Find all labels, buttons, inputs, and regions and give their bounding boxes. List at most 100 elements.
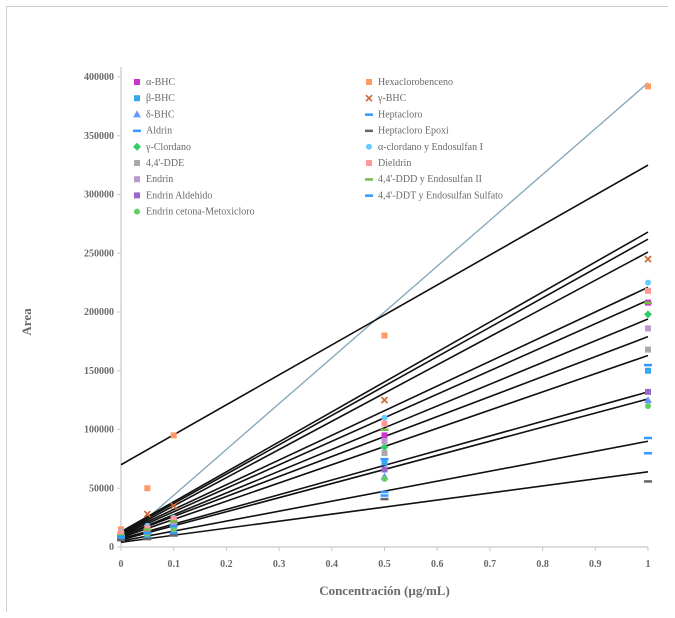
legend-marker — [365, 129, 373, 133]
data-point — [645, 388, 651, 395]
legend-label: α-BHC — [146, 77, 175, 88]
axes: 0 0.1 0.2 0.3 0.4 0.5 0.6 0.7 0.8 0.9 1 0 50000 10000… — [84, 67, 651, 570]
data-point — [644, 310, 652, 319]
x-tick-label: 1 — [646, 559, 651, 570]
x-tick-label: 0.3 — [273, 559, 286, 570]
y-tick-label: 400000 — [84, 72, 114, 83]
data-point — [644, 301, 652, 305]
legend-marker — [134, 192, 140, 199]
x-tick-label: 0.4 — [326, 559, 339, 570]
y-tick-label: 200000 — [84, 307, 114, 318]
y-tick-label: 50000 — [89, 483, 114, 494]
data-point — [143, 537, 152, 541]
data-point — [381, 450, 388, 456]
legend-label: δ-BHC — [146, 109, 175, 120]
legend: α-BHC β-BHC δ-BHC Aldrin γ-Clordano 4,4'-DDE E… — [133, 77, 503, 218]
data-point — [117, 535, 125, 538]
legend-label: Heptacloro Epoxi — [378, 126, 449, 137]
legend-label: Heptacloro — [378, 109, 422, 120]
legend-marker — [134, 79, 140, 85]
data-point — [644, 363, 652, 367]
data-point — [143, 528, 152, 531]
legend-label: γ-BHC — [377, 93, 407, 104]
trendline — [120, 251, 649, 535]
data-point — [118, 529, 124, 536]
data-point — [645, 287, 651, 294]
x-tick-label: 0.5 — [378, 559, 391, 570]
data-point — [169, 524, 178, 528]
y-tick-label: 350000 — [84, 131, 114, 142]
legend-marker — [133, 129, 141, 133]
data-point — [381, 475, 388, 482]
data-point — [644, 255, 652, 263]
data-point — [380, 428, 389, 431]
data-point — [170, 432, 177, 439]
data-markers — [117, 83, 652, 542]
data-point — [380, 443, 389, 452]
legend-label: Dieldrin — [378, 158, 411, 169]
trendline — [120, 238, 649, 534]
data-point — [381, 332, 388, 339]
data-point — [169, 520, 178, 523]
data-point — [381, 459, 388, 466]
data-point — [381, 438, 388, 445]
data-point — [645, 279, 651, 286]
legend-marker — [134, 176, 140, 183]
data-point — [380, 490, 389, 494]
data-point — [645, 346, 651, 353]
legend-marker — [365, 113, 373, 116]
legend-label: Hexaclorobenceno — [378, 77, 453, 88]
legend-marker — [365, 194, 373, 197]
y-tick-label: 100000 — [84, 425, 114, 436]
data-point — [169, 534, 178, 537]
trendline — [120, 471, 649, 544]
x-axis-title: Concentración (µg/mL) — [319, 583, 450, 598]
data-point — [380, 457, 389, 461]
x-tick-label: 0.7 — [484, 559, 497, 570]
x-tick-label: 0.9 — [589, 559, 602, 570]
data-point — [645, 367, 651, 374]
x-tick-label: 0.1 — [167, 559, 180, 570]
y-axis-title: Area — [19, 308, 34, 336]
data-point — [117, 538, 125, 542]
x-tick-label: 0 — [119, 559, 124, 570]
legend-label: β-BHC — [146, 93, 175, 104]
legend-marker — [365, 178, 373, 181]
legend-marker — [366, 160, 372, 166]
calibration-chart: 0 0.1 0.2 0.3 0.4 0.5 0.6 0.7 0.8 0.9 1 0 50000 10000… — [19, 67, 652, 598]
data-point — [170, 526, 177, 533]
trendline — [120, 318, 649, 538]
legend-marker — [134, 95, 140, 102]
legend-label: Endrin cetona-Metoxicloro — [146, 207, 255, 218]
y-tick-label: 250000 — [84, 248, 114, 259]
legend-label: α-clordano y Endosulfan I — [378, 142, 483, 153]
y-tick-label: 0 — [109, 542, 114, 553]
data-point-stroke — [170, 502, 178, 510]
legend-label: 4,4'-DDD y Endosulfan II — [378, 174, 482, 185]
data-point — [644, 480, 652, 483]
legend-label: γ-Clordano — [145, 142, 191, 153]
legend-marker — [134, 160, 140, 166]
legend-label: 4,4'-DDE — [146, 158, 184, 169]
data-point — [143, 531, 152, 535]
y-tick-label: 150000 — [84, 366, 114, 377]
data-point — [645, 83, 651, 90]
data-point — [380, 494, 389, 497]
legend-marker — [133, 142, 141, 151]
legend-label: Aldrin — [146, 126, 172, 137]
data-point — [645, 403, 651, 409]
legend-label: 4,4'-DDT y Endosulfan Sulfato — [378, 190, 503, 201]
legend-marker — [366, 143, 372, 150]
trendline — [120, 231, 649, 533]
data-point — [644, 436, 652, 440]
data-point — [380, 396, 389, 404]
data-point — [644, 396, 652, 404]
data-point — [645, 325, 651, 332]
data-point — [380, 497, 389, 501]
data-point — [381, 432, 388, 439]
legend-marker — [134, 208, 140, 215]
legend-marker-stroke — [365, 94, 373, 102]
data-point — [381, 414, 388, 421]
x-tick-label: 0.8 — [536, 559, 549, 570]
data-point — [644, 452, 652, 455]
